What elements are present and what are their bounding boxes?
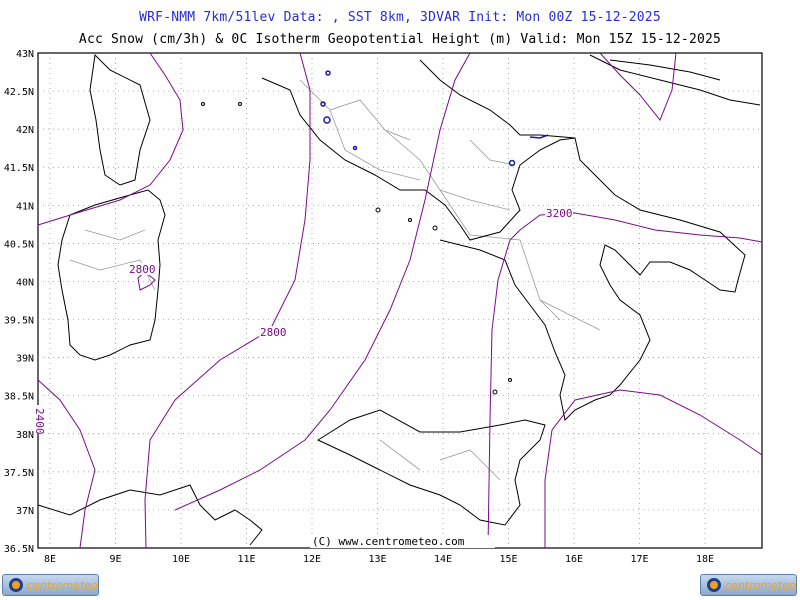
- copyright: (C) www.centrometeo.com: [310, 535, 495, 548]
- longitude-label: 16E: [565, 554, 583, 565]
- longitude-label: 18E: [696, 554, 714, 565]
- map-frame: [37, 52, 763, 549]
- longitude-label: 10E: [172, 554, 190, 565]
- latitude-label: 37N: [16, 506, 34, 517]
- contour-labels: 2800 2800 3200 2400: [33, 207, 573, 435]
- copyright-text: (C) www.centrometeo.com: [312, 535, 465, 548]
- latitude-label: 43N: [16, 49, 34, 60]
- latitude-label: 42.5N: [4, 87, 34, 98]
- contour-label: 2400: [33, 408, 46, 435]
- longitude-label: 15E: [499, 554, 517, 565]
- region-borders: [69, 79, 601, 481]
- logo-text: centrometeo: [725, 578, 796, 592]
- longitude-label: 13E: [368, 554, 386, 565]
- centrometeo-logo-left[interactable]: centrometeo: [2, 574, 99, 596]
- contour-label: 2800: [260, 326, 287, 339]
- graticule: [38, 53, 762, 548]
- latitude-label: 39.5N: [4, 316, 34, 327]
- latitude-label: 40.5N: [4, 239, 34, 250]
- centrometeo-logo-icon: [707, 578, 721, 592]
- latitude-label: 38.5N: [4, 392, 34, 403]
- latitude-label: 39N: [16, 354, 34, 365]
- latitude-label: 40N: [16, 277, 34, 288]
- longitude-label: 12E: [303, 554, 321, 565]
- latitude-label: 37.5N: [4, 468, 34, 479]
- isotherm-contours: [37, 52, 763, 549]
- coastlines: [37, 53, 761, 546]
- contour-label: 2800: [129, 263, 156, 276]
- longitude-label: 11E: [237, 554, 255, 565]
- model-init-title: WRF-NMM 7km/51lev Data: , SST 8km, 3DVAR…: [139, 10, 661, 25]
- centrometeo-logo-right[interactable]: centrometeo: [700, 574, 797, 596]
- latitude-label: 36.5N: [4, 544, 34, 555]
- longitude-label: 14E: [434, 554, 452, 565]
- logo-text: centrometeo: [27, 578, 98, 592]
- centrometeo-logo-icon: [9, 578, 23, 592]
- latitude-label: 41.5N: [4, 163, 34, 174]
- latitude-label: 38N: [16, 430, 34, 441]
- snow-accumulation: [320, 70, 549, 167]
- latitude-labels: 43N 42.5N 42N 41.5N 41N 40.5N 40N 39.5N 39N 38.5N…: [4, 49, 34, 555]
- longitude-label: 9E: [109, 554, 121, 565]
- longitude-label: 17E: [630, 554, 648, 565]
- longitude-label: 8E: [44, 554, 56, 565]
- contour-label: 3200: [546, 207, 573, 220]
- longitude-labels: 8E 9E 10E 11E 12E 13E 14E 15E 16E 17E 18E: [44, 554, 714, 565]
- field-valid-title: Acc Snow (cm/3h) & 0C Isotherm Geopotent…: [78, 32, 722, 47]
- latitude-label: 41N: [16, 201, 34, 212]
- latitude-label: 42N: [16, 125, 34, 136]
